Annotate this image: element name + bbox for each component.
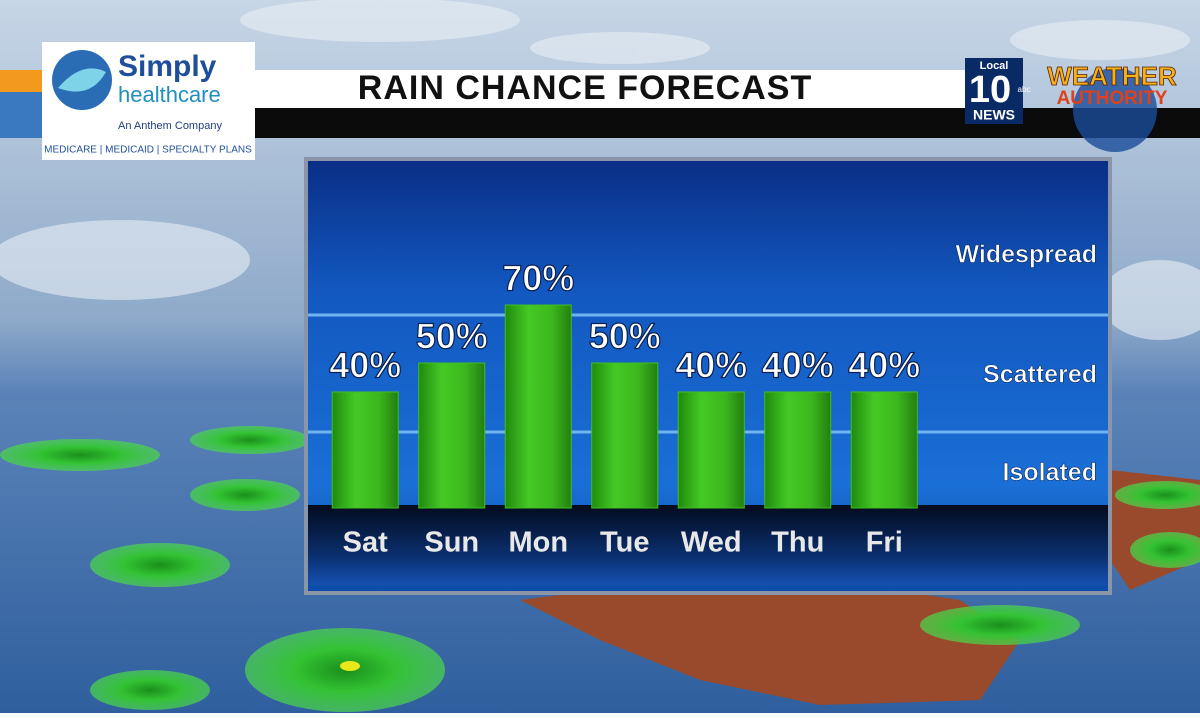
value-label: 50% [589,316,661,357]
x-tick-label: Sat [343,527,388,559]
station-brand: AUTHORITY [1057,88,1168,109]
station-network: abc [1018,85,1031,94]
bar [591,362,659,509]
clouds [0,0,1200,340]
station-emblem [1073,68,1157,152]
x-tick-label: Mon [508,527,568,559]
value-label: 40% [848,345,920,386]
x-tick-label: Sun [424,527,479,559]
map [0,426,1200,712]
station-news: NEWS [973,107,1015,123]
station-local: Local [980,60,1009,72]
bar [504,304,572,509]
x-tick-label: Tue [600,527,649,559]
chart-title: RAIN CHANCE FORECAST [358,69,812,107]
x-tick-label: Fri [866,527,903,559]
title-bar [255,70,985,108]
sponsor-name: healthcare [118,82,221,107]
title-underbar [255,108,1200,138]
value-label: 50% [416,316,488,357]
bar [850,391,918,509]
bar [764,391,832,509]
bar [677,391,745,509]
value-label: 40% [329,345,401,386]
value-label: 70% [502,258,574,299]
sponsor-tagline: An Anthem Company [118,120,222,132]
x-tick-label: Thu [771,527,824,559]
station-channel: 10 [969,69,1011,111]
bar [418,362,486,509]
band-label: Widespread [956,241,1097,269]
chart-floor [308,505,1108,585]
band-label: Isolated [1003,459,1097,487]
sponsor-emblem [58,68,106,92]
station-logo [965,58,1023,124]
chart-marks: Widespread Scattered Isolated 40% Sat 50% Sun 7… [329,240,1098,559]
bar [331,391,399,509]
band-label: Scattered [983,361,1097,389]
sponsor-name: Simply [118,50,217,83]
value-label: 40% [762,345,834,386]
sponsor-plans: MEDICARE | MEDICAID | SPECIALTY PLANS [44,145,252,156]
station-brand: WEATHER [1047,61,1177,91]
value-label: 40% [675,345,747,386]
x-tick-label: Wed [681,527,742,559]
